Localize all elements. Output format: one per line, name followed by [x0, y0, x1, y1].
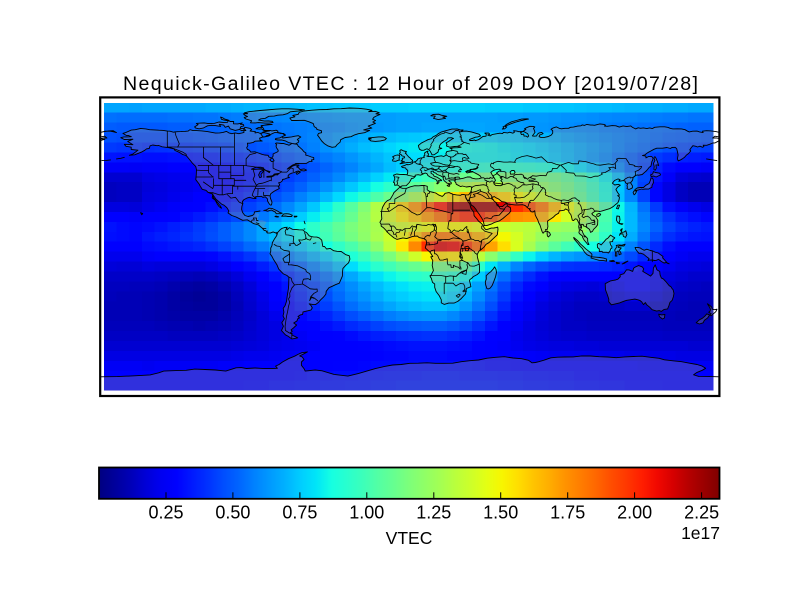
svg-text:1.50: 1.50	[483, 503, 518, 523]
svg-text:VTEC: VTEC	[386, 528, 433, 548]
svg-text:1.25: 1.25	[416, 503, 451, 523]
svg-text:2.25: 2.25	[684, 503, 719, 523]
svg-text:0.75: 0.75	[282, 503, 317, 523]
svg-text:1e17: 1e17	[681, 523, 720, 543]
svg-text:0.50: 0.50	[215, 503, 250, 523]
svg-text:1.75: 1.75	[550, 503, 585, 523]
svg-text:0.25: 0.25	[148, 503, 183, 523]
svg-text:Nequick-Galileo VTEC : 12 Hour: Nequick-Galileo VTEC : 12 Hour of 209 DO…	[123, 73, 698, 95]
svg-text:2.00: 2.00	[617, 503, 652, 523]
svg-text:1.00: 1.00	[349, 503, 384, 523]
